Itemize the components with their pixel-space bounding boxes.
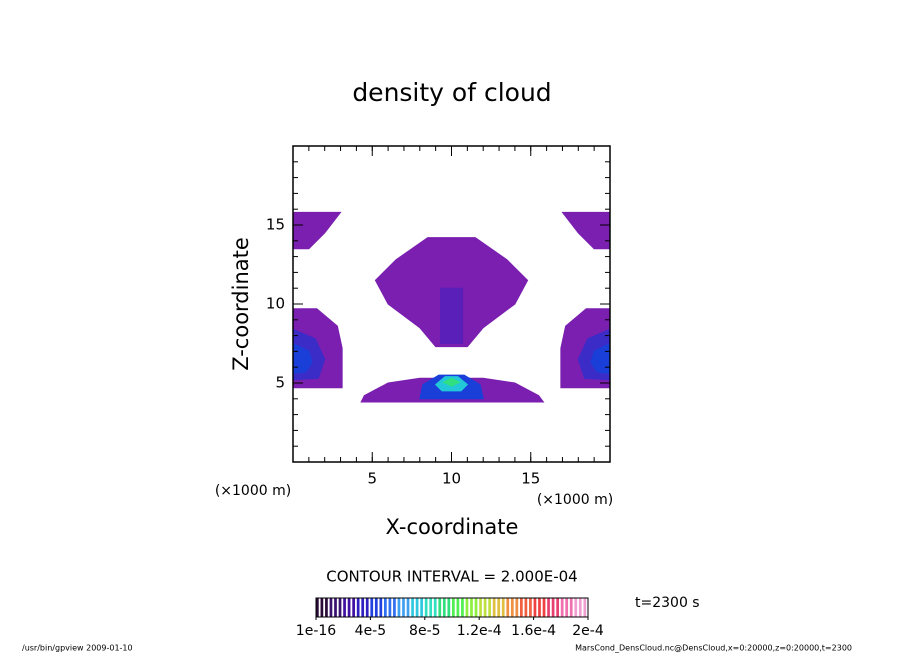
y-unit: (×1000 m): [215, 483, 291, 499]
colorbar-stripe: [352, 598, 355, 617]
colorbar-stripe: [461, 598, 464, 617]
colorbar-stripe: [415, 598, 419, 617]
colorbar-stripe: [556, 598, 559, 617]
colorbar-stripe: [374, 598, 378, 617]
colorbar-stripe: [325, 598, 328, 617]
colorbar-stripe: [529, 598, 532, 617]
colorbar-stripe: [452, 598, 455, 617]
chart-title: density of cloud: [352, 78, 551, 107]
colorbar-stripe: [411, 598, 414, 617]
colorbar-stripe: [520, 598, 523, 617]
colorbar-stripe: [438, 598, 442, 617]
contour-region: [439, 287, 464, 344]
colorbar-stripe: [361, 598, 365, 617]
colorbar-stripe: [565, 598, 569, 617]
colorbar-stripe: [560, 598, 564, 617]
colorbar-stripe: [338, 598, 342, 617]
colorbar-stripe: [393, 598, 396, 617]
colorbar-tick-label: 8e-5: [409, 623, 440, 639]
colorbar-stripe: [506, 598, 510, 617]
colorbar-stripe: [370, 598, 374, 617]
colorbar-frame: [315, 597, 589, 618]
colorbar-stripe: [465, 598, 469, 617]
colorbar-stripe: [574, 598, 578, 617]
colorbar-stripe: [583, 598, 587, 617]
colorbar-stripe: [442, 598, 446, 617]
colorbar-stripe: [497, 598, 501, 617]
y-tick-label: 15: [266, 216, 285, 234]
colorbar-stripe: [384, 598, 387, 617]
contour-region: [442, 377, 461, 387]
colorbar-stripe: [569, 598, 573, 617]
contour-region: [292, 211, 342, 250]
colorbar-stripe: [501, 598, 505, 617]
colorbar-tick-label: 2e-4: [572, 623, 604, 639]
colorbar-stripe: [424, 598, 428, 617]
colorbar-stripe: [420, 598, 423, 617]
colorbar-stripe: [429, 598, 433, 617]
colorbar-stripe: [492, 598, 496, 617]
colorbar-stripe: [343, 598, 346, 617]
colorbar-stripe: [470, 598, 473, 617]
colorbar-stripe: [524, 598, 528, 617]
colorbar-tick-label: 1e-16: [296, 623, 336, 639]
colorbar-stripe: [538, 598, 541, 617]
colorbar-stripe: [533, 598, 537, 617]
colorbar-stripe: [547, 598, 550, 617]
x-tick-label: 10: [442, 470, 461, 488]
colorbar-stripe: [542, 598, 546, 617]
colorbar-stripe: [578, 598, 582, 617]
y-tick-label: 10: [266, 295, 285, 313]
footer-left: /usr/bin/gpview 2009-01-10: [22, 644, 133, 653]
y-axis-label: Z-coordinate: [229, 237, 253, 371]
colorbar-stripe: [447, 598, 451, 617]
x-unit: (×1000 m): [537, 492, 613, 508]
colorbar-stripe: [474, 598, 478, 617]
colorbar-stripe: [456, 598, 460, 617]
colorbar-stripe: [334, 598, 337, 617]
colorbar-tick-label: 1.2e-4: [457, 623, 502, 639]
colorbar-stripe: [406, 598, 410, 617]
colorbar-stripe: [320, 598, 324, 617]
colorbar-tick-label: 4e-5: [355, 623, 386, 639]
x-tick-label: 15: [521, 470, 540, 488]
colorbar-stripe: [397, 598, 401, 617]
colorbar-stripe: [433, 598, 437, 617]
colorbar-stripe: [551, 598, 555, 617]
colorbar-stripe: [488, 598, 491, 617]
x-tick-label: 5: [367, 470, 377, 488]
time-label: t=2300 s: [635, 595, 700, 611]
colorbar-tick-label: 1.6e-4: [511, 623, 556, 639]
colorbar-stripe: [483, 598, 487, 617]
colorbar-stripe: [515, 598, 519, 617]
contour-region: [561, 211, 611, 250]
colorbar-stripe: [316, 598, 319, 617]
colorbar-stripe: [510, 598, 514, 617]
colorbar-stripe: [388, 598, 392, 617]
x-axis-label: X-coordinate: [386, 515, 519, 539]
colorbar-stripe: [379, 598, 383, 617]
colorbar-stripe: [479, 598, 482, 617]
y-tick-label: 5: [275, 374, 285, 392]
colorbar-stripe: [365, 598, 369, 617]
footer-right: MarsCond_DensCloud.nc@DensCloud,x=0:2000…: [575, 644, 852, 653]
colorbar-stripe: [347, 598, 351, 617]
colorbar-stripe: [329, 598, 333, 617]
colorbar-stripe: [402, 598, 405, 617]
colorbar-stripe: [356, 598, 360, 617]
contour-interval: CONTOUR INTERVAL = 2.000E-04: [326, 568, 577, 586]
